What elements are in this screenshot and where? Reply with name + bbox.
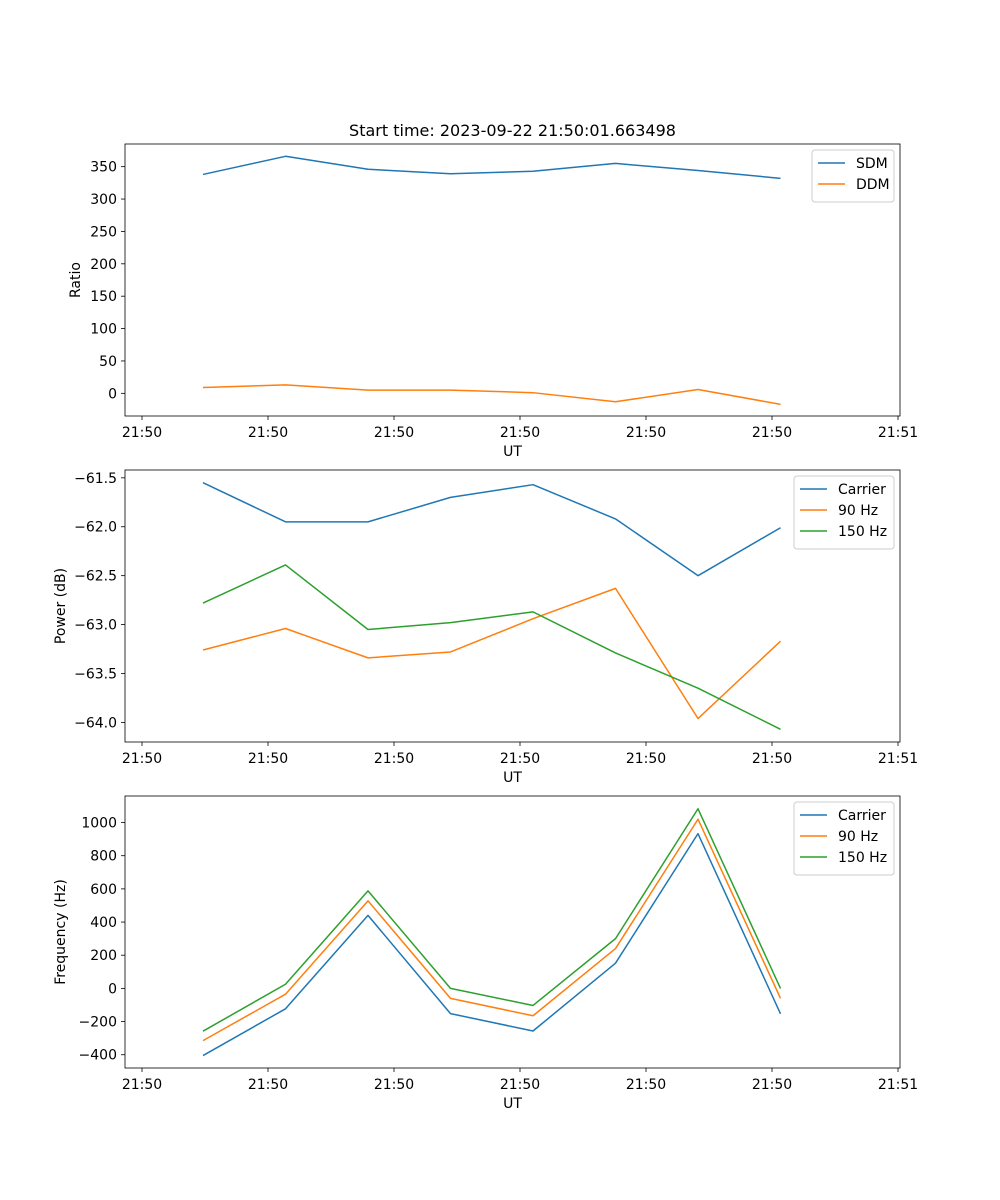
x-tick-label: 21:50 (626, 751, 666, 767)
x-tick-label: 21:51 (878, 1077, 918, 1093)
y-tick-label: 0 (108, 981, 117, 997)
y-axis-label: Frequency (Hz) (53, 879, 69, 985)
legend-label: DDM (856, 177, 890, 193)
series-line-sdm (202, 155, 781, 180)
x-axis-label: UT (503, 444, 522, 460)
y-tick-label: 150 (90, 289, 117, 305)
x-tick-label: 21:50 (122, 425, 162, 441)
x-tick-label: 21:50 (248, 1077, 288, 1093)
y-tick-label: 50 (99, 354, 117, 370)
x-tick-label: 21:50 (752, 751, 792, 767)
panel-3: 21:50 21:50 21:50 21:50 21:50 21:50 21:51 −400 −… (53, 795, 918, 1112)
x-tick-label: 21:51 (878, 425, 918, 441)
y-tick-label: −63.5 (74, 667, 117, 683)
axes-frame (124, 795, 901, 1069)
y-tick-label: −62.0 (74, 520, 117, 536)
legend-label: Carrier (838, 808, 886, 824)
y-tick-label: 200 (90, 948, 117, 964)
legend-label: 90 Hz (838, 829, 878, 845)
legend: SDM DDM (811, 149, 895, 203)
panels: 21:50 21:50 21:50 21:50 21:50 21:50 21:51 0 50 10… (53, 143, 918, 1112)
axes-frame (124, 469, 901, 743)
legend: Carrier 90 Hz 150 Hz (793, 475, 895, 550)
y-axis-label: Power (dB) (53, 568, 69, 644)
x-tick-label: 21:50 (752, 425, 792, 441)
y-tick-label: 0 (108, 386, 117, 402)
x-tick-label: 21:51 (878, 751, 918, 767)
x-tick-label: 21:50 (626, 425, 666, 441)
y-tick-label: 250 (90, 224, 117, 240)
x-tick-label: 21:50 (500, 751, 540, 767)
legend: Carrier 90 Hz 150 Hz (793, 801, 895, 876)
x-tick-label: 21:50 (374, 751, 414, 767)
y-tick-label: −200 (79, 1015, 117, 1031)
x-tick-label: 21:50 (500, 1077, 540, 1093)
panel-1: 21:50 21:50 21:50 21:50 21:50 21:50 21:51 0 50 10… (68, 143, 918, 460)
legend-label: 150 Hz (838, 850, 887, 866)
x-tick-label: 21:50 (122, 751, 162, 767)
y-tick-label: 600 (90, 882, 117, 898)
x-tick-label: 21:50 (248, 751, 288, 767)
panel-2: 21:50 21:50 21:50 21:50 21:50 21:50 21:51 −64.0… (53, 469, 918, 786)
x-tick-label: 21:50 (752, 1077, 792, 1093)
y-tick-label: −62.5 (74, 569, 117, 585)
x-tick-label: 21:50 (248, 425, 288, 441)
x-tick-label: 21:50 (122, 1077, 162, 1093)
x-axis-label: UT (503, 1096, 522, 1112)
y-tick-label: −63.0 (74, 618, 117, 634)
x-axis-label: UT (503, 770, 522, 786)
series-line-ddm (202, 384, 781, 406)
x-tick-label: 21:50 (374, 1077, 414, 1093)
y-tick-label: 100 (90, 322, 117, 338)
series-line-carrier (202, 482, 781, 577)
y-tick-label: −61.5 (74, 471, 117, 487)
y-tick-label: 200 (90, 257, 117, 273)
series-line-150-hz (202, 808, 782, 1032)
chart-title: Start time: 2023-09-22 21:50:01.663498 (349, 121, 676, 140)
x-tick-label: 21:50 (374, 425, 414, 441)
series-line-carrier (202, 832, 782, 1057)
y-tick-label: 350 (90, 160, 117, 176)
y-tick-label: −400 (79, 1048, 117, 1064)
y-tick-label: 1000 (81, 816, 117, 832)
x-tick-label: 21:50 (626, 1077, 666, 1093)
axes-frame (124, 143, 901, 417)
y-tick-label: 800 (90, 849, 117, 865)
legend-label: 90 Hz (838, 503, 878, 519)
legend-label: 150 Hz (838, 524, 887, 540)
series-line-90-hz (202, 818, 782, 1042)
y-tick-label: 300 (90, 192, 117, 208)
x-tick-label: 21:50 (500, 425, 540, 441)
legend-label: SDM (856, 156, 888, 172)
legend-label: Carrier (838, 482, 886, 498)
y-axis-label: Ratio (68, 262, 84, 298)
y-tick-label: 400 (90, 915, 117, 931)
series-line-90-hz (202, 587, 782, 720)
series-line-150-hz (202, 564, 781, 730)
y-tick-label: −64.0 (74, 715, 117, 731)
